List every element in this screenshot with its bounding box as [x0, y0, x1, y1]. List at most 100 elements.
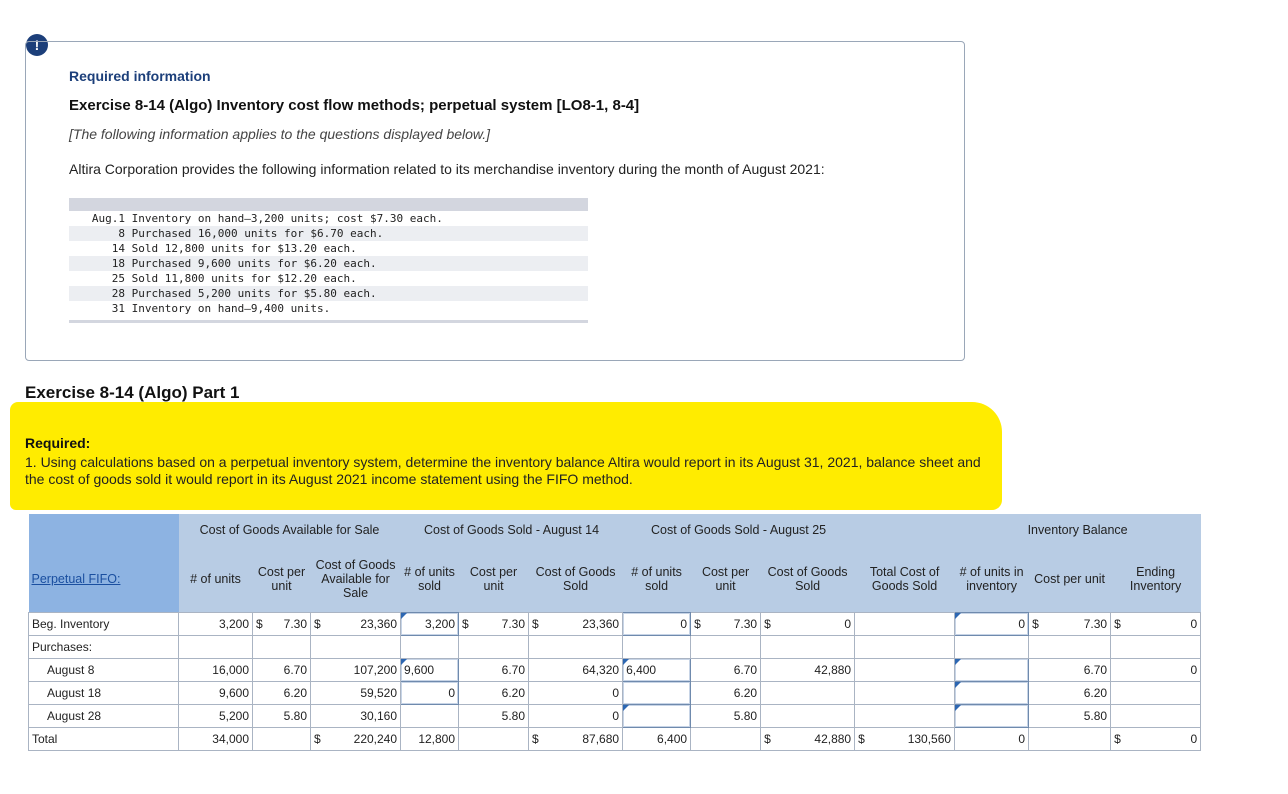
col-cost-per-unit-inv: Cost per unit: [1028, 546, 1111, 613]
input-units-sold-25[interactable]: 0: [622, 612, 692, 636]
header-cogs-aug14: Cost of Goods Sold - August 14: [400, 514, 623, 546]
cell-total-cogs: $130,560: [854, 727, 956, 751]
cell-cost-per-unit-inv: $7.30: [1028, 612, 1112, 636]
cell-cost-per-unit-25: 6.20: [690, 681, 762, 705]
cell-empty: [622, 635, 692, 659]
cell-empty: [400, 704, 460, 728]
cell-empty: [458, 635, 530, 659]
cell-units: 16,000: [178, 658, 253, 682]
cell-cogs-14: $87,680: [528, 727, 624, 751]
row-label: Beg. Inventory: [28, 612, 179, 636]
cell-cogs-25: [760, 681, 856, 705]
col-units-sold-25: # of units sold: [622, 546, 691, 613]
cell-empty: [252, 727, 311, 751]
col-cogs-25: Cost of Goods Sold: [760, 546, 855, 613]
col-goods-available: Cost of Goods Available for Sale: [310, 546, 401, 613]
cell-empty: [458, 727, 530, 751]
table-row: Purchases:: [28, 635, 1202, 659]
cell-units: 9,600: [178, 681, 253, 705]
cell-empty: [178, 635, 253, 659]
divider: [69, 198, 588, 211]
cell-units: 3,200: [178, 612, 253, 636]
table-row: August 8 16,000 6.70 107,200 9,600 6.70 …: [28, 658, 1202, 682]
cell-units: 5,200: [178, 704, 253, 728]
part-title: Exercise 8-14 (Algo) Part 1: [25, 383, 240, 402]
cell-ending-inventory: [1110, 681, 1202, 705]
cell-empty: [528, 635, 624, 659]
cell-total-cogs: [854, 658, 956, 682]
alert-icon: !: [26, 34, 48, 56]
col-cost-per-unit-25: Cost per unit: [690, 546, 761, 613]
table-row: August 28 5,200 5.80 30,160 5.80 0 5.80 …: [28, 704, 1202, 728]
row-label: August 8: [28, 658, 179, 682]
required-information-panel: Required information Exercise 8-14 (Algo…: [25, 41, 965, 361]
cell-units-sold-25: 6,400: [622, 727, 692, 751]
header-cogs-aug25: Cost of Goods Sold - August 25: [622, 514, 855, 546]
cell-cost-per-unit-inv: 5.80: [1028, 704, 1112, 728]
cell-empty: [954, 635, 1030, 659]
input-units-sold-14[interactable]: 3,200: [400, 612, 460, 636]
cell-total-cogs: [854, 704, 956, 728]
cell-goods-available: $220,240: [309, 727, 402, 751]
cell-goods-available: 30,160: [309, 704, 402, 728]
divider: [69, 320, 588, 323]
cell-goods-available: $23,360: [309, 612, 402, 636]
cell-cost-per-unit-14: 5.80: [458, 704, 530, 728]
cell-cogs-25: $42,880: [760, 727, 856, 751]
exercise-description: Altira Corporation provides the followin…: [69, 161, 825, 177]
row-label: Purchases:: [28, 635, 179, 659]
input-units-inventory[interactable]: 0: [954, 612, 1030, 636]
cell-cogs-25: [760, 704, 856, 728]
cell-cogs-25: 42,880: [760, 658, 856, 682]
cell-empty: [854, 635, 956, 659]
cell-empty: [690, 635, 762, 659]
cell-cost-per-unit-25: 6.70: [690, 658, 762, 682]
cell-cogs-14: $23,360: [528, 612, 624, 636]
cell-ending-inventory: $0: [1110, 727, 1202, 751]
cell-total-cogs: [854, 612, 956, 636]
transaction-row: 25 Sold 11,800 units for $12.20 each.: [111, 272, 357, 285]
cell-ending-inventory: [1110, 704, 1202, 728]
cell-cost-per-unit-14: 6.70: [458, 658, 530, 682]
input-units-inventory[interactable]: [954, 704, 1030, 728]
cell-units: 34,000: [178, 727, 253, 751]
input-units-sold-14[interactable]: 0: [400, 681, 460, 705]
cell-ending-inventory: 0: [1110, 658, 1202, 682]
input-units-sold-14[interactable]: 9,600: [400, 658, 460, 682]
row-label: August 18: [28, 681, 179, 705]
required-label: Required:: [25, 435, 91, 451]
input-units-sold-25[interactable]: [622, 681, 692, 705]
input-units-inventory[interactable]: [954, 681, 1030, 705]
required-text: 1. Using calculations based on a perpetu…: [25, 454, 981, 487]
transaction-row: Aug.1 Inventory on hand—3,200 units; cos…: [91, 212, 443, 225]
fifo-worksheet-table: Cost of Goods Available for Sale Cost of…: [28, 514, 1202, 751]
col-total-cogs: Total Cost of Goods Sold: [854, 546, 955, 613]
col-cost-per-unit: Cost per unit: [252, 546, 311, 613]
cell-cost-per-unit-25: $7.30: [690, 612, 762, 636]
row-label: August 28: [28, 704, 179, 728]
cell-empty: [309, 635, 402, 659]
input-units-inventory[interactable]: [954, 658, 1030, 682]
cell-cost-per-unit: $7.30: [252, 612, 311, 636]
cell-cost-per-unit-14: $7.30: [458, 612, 530, 636]
cell-empty: [1028, 635, 1112, 659]
cell-cost-per-unit-inv: 6.70: [1028, 658, 1112, 682]
cell-empty: [252, 635, 311, 659]
cell-cost-per-unit: 6.20: [252, 681, 311, 705]
transaction-row: 28 Purchased 5,200 units for $5.80 each.: [69, 286, 588, 301]
transaction-row: 8 Purchased 16,000 units for $6.70 each.: [69, 226, 588, 241]
cell-goods-available: 107,200: [309, 658, 402, 682]
table-row-total: Total 34,000 $220,240 12,800 $87,680 6,4…: [28, 727, 1202, 751]
table-row: Beg. Inventory 3,200 $7.30 $23,360 3,200…: [28, 612, 1202, 636]
header-blank: [28, 514, 179, 546]
input-units-sold-25[interactable]: [622, 704, 692, 728]
transaction-row: 18 Purchased 9,600 units for $6.20 each.: [69, 256, 588, 271]
cell-goods-available: 59,520: [309, 681, 402, 705]
header-goods-available: Cost of Goods Available for Sale: [178, 514, 401, 546]
col-units-sold-14: # of units sold: [400, 546, 459, 613]
input-units-sold-25[interactable]: 6,400: [622, 658, 692, 682]
exercise-title: Exercise 8-14 (Algo) Inventory cost flow…: [69, 97, 640, 114]
col-cost-per-unit-14: Cost per unit: [458, 546, 529, 613]
col-units-inventory: # of units in inventory: [954, 546, 1029, 613]
cell-total-cogs: [854, 681, 956, 705]
